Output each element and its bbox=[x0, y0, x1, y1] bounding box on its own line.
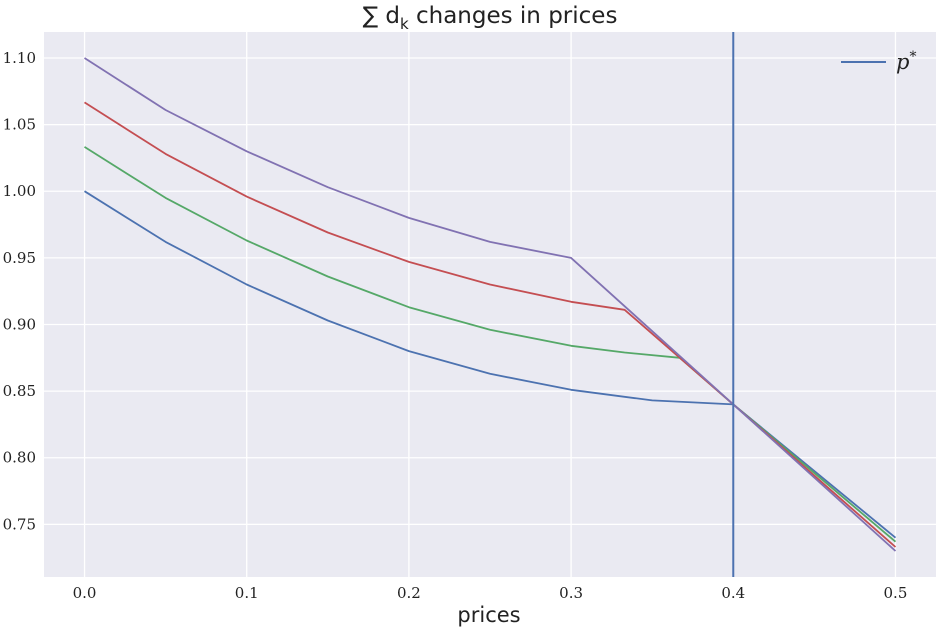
y-tick-label: 1.00 bbox=[3, 182, 36, 200]
series-line bbox=[84, 190, 897, 539]
legend-label-main: p bbox=[896, 50, 909, 74]
series-line bbox=[84, 57, 897, 552]
series-group bbox=[84, 57, 897, 552]
y-tick-label: 1.10 bbox=[3, 49, 36, 67]
x-axis-label: prices bbox=[457, 603, 520, 627]
y-tick-label: 0.85 bbox=[3, 382, 36, 400]
legend-label: p* bbox=[896, 49, 916, 74]
chart-title: ∑ dk changes in prices bbox=[363, 3, 618, 33]
y-tick-label: 0.95 bbox=[3, 249, 36, 267]
legend-label-superscript: * bbox=[909, 49, 916, 65]
x-tick-label: 0.4 bbox=[721, 584, 745, 602]
legend: p* bbox=[841, 49, 916, 74]
chart-title-suffix: changes in prices bbox=[409, 3, 618, 29]
y-tick-label: 0.75 bbox=[3, 515, 36, 533]
chart-title-main: ∑ d bbox=[363, 3, 400, 29]
tick-labels: 0.0 0.1 0.2 0.3 0.4 0.5 0.75 0.80 0.85 0.90 0.95 1.… bbox=[3, 49, 908, 602]
series-line bbox=[84, 101, 897, 548]
plot-background bbox=[44, 32, 936, 577]
grid bbox=[44, 32, 936, 577]
y-tick-label: 1.05 bbox=[3, 116, 36, 134]
x-tick-label: 0.3 bbox=[559, 584, 583, 602]
x-tick-label: 0.1 bbox=[235, 584, 259, 602]
x-tick-label: 0.5 bbox=[884, 584, 908, 602]
chart-title-subscript: k bbox=[400, 15, 409, 33]
y-tick-label: 0.80 bbox=[3, 449, 36, 467]
y-tick-label: 0.90 bbox=[3, 315, 36, 333]
x-tick-label: 0.2 bbox=[397, 584, 421, 602]
x-tick-label: 0.0 bbox=[73, 584, 97, 602]
